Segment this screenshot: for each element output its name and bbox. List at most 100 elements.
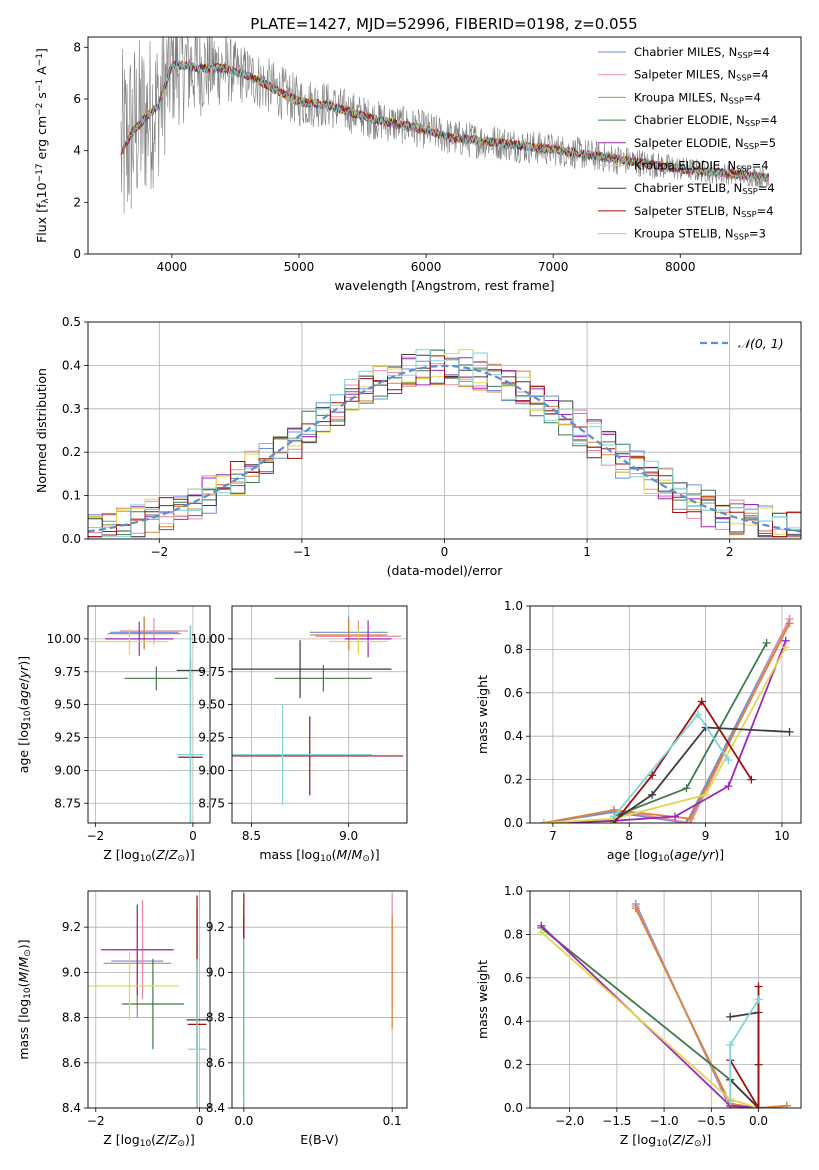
weight-line-6 <box>729 1011 760 1108</box>
y-axis-label: Normed distribution <box>34 368 49 493</box>
x-tick-label: 9.0 <box>339 829 358 843</box>
weight-line-2 <box>543 622 791 823</box>
weight-marker <box>724 782 733 791</box>
y-tick-label: 0.4 <box>62 358 81 372</box>
weight-line-5 <box>543 646 787 823</box>
weight-marker <box>631 904 640 913</box>
y-tick-label: 8.6 <box>62 1056 81 1070</box>
y-tick-label: 1.0 <box>504 599 523 613</box>
x-tick-label: 7000 <box>538 260 569 274</box>
legend-label: Kroupa MILES, NSSP=4 <box>634 90 761 105</box>
x-tick-label: −0.5 <box>697 1114 726 1128</box>
legend-label: Chabrier STELIB, NSSP=4 <box>634 181 775 196</box>
y-tick-label: 9.25 <box>198 731 225 745</box>
x-tick-label: 4000 <box>157 260 188 274</box>
y-tick-label: 0.0 <box>62 532 81 546</box>
plot-area <box>120 37 770 214</box>
x-tick-label: 0 <box>441 545 449 559</box>
y-tick-label: 0.2 <box>504 1058 523 1072</box>
weight-marker <box>754 1104 763 1108</box>
legend-label: Kroupa STELIB, NSSP=3 <box>634 227 766 242</box>
y-tick-label: 0.0 <box>504 816 523 830</box>
y-tick-label: 8.4 <box>206 1101 225 1115</box>
x-tick-label: −2 <box>150 545 168 559</box>
y-tick-label: 9.75 <box>198 665 225 679</box>
y-tick-label: 8.4 <box>62 1101 81 1115</box>
y-tick-label: 0.2 <box>504 773 523 787</box>
y-tick-label: 0.3 <box>62 402 81 416</box>
y-tick-label: 8 <box>73 40 81 54</box>
weight-marker <box>539 819 548 823</box>
y-tick-label: 9.25 <box>54 731 81 745</box>
y-tick-label: 9.50 <box>198 698 225 712</box>
axes-frame <box>231 890 408 1109</box>
y-tick-label: 10.00 <box>191 632 225 646</box>
x-tick-label: 7 <box>549 829 557 843</box>
panel-age_vs_Z: −2 0 8.75 9.00 9.25 9.50 9.75 10.00 Z [log10(Z/Z… <box>16 605 211 864</box>
legend-label: Chabrier ELODIE, NSSP=4 <box>634 113 777 128</box>
y-axis-label: Flux [fλ10−17 erg cm−2 s−1 A−1] <box>34 48 51 243</box>
x-tick-label: −1.5 <box>602 1114 631 1128</box>
panel-massweight_vs_Z: −2.0 −1.5 −1.0 −0.5 0.0 0.0 0.2 0.4 0.6 0.8 1.0 Z [… <box>475 884 802 1149</box>
weight-marker <box>754 995 763 1004</box>
weight-marker <box>701 790 710 799</box>
y-tick-label: 0.5 <box>62 315 81 329</box>
x-tick-label: 8.5 <box>242 829 261 843</box>
y-tick-label: 0.2 <box>62 445 81 459</box>
panel-massweight_vs_age: 7 8 9 10 0.0 0.2 0.4 0.6 0.8 1.0 age [log10(age/yr… <box>475 599 802 864</box>
x-axis-label: Z [log10(Z/Z⊙)] <box>103 1132 195 1149</box>
y-tick-label: 0 <box>73 247 81 261</box>
y-axis-label: mass weight <box>475 675 490 754</box>
normal-curve <box>88 364 801 533</box>
panel-residuals: −2 −1 0 1 2 0.0 0.1 0.2 0.3 0.4 0.5 (data-model)/er… <box>34 315 802 578</box>
weight-line-3 <box>540 927 760 1108</box>
weight-marker <box>726 1041 735 1050</box>
y-tick-label: 9.0 <box>206 965 225 979</box>
y-tick-label: 0.0 <box>504 1101 523 1115</box>
x-tick-label: 8000 <box>665 260 696 274</box>
legend-label: 𝒩(0, 1) <box>738 336 784 351</box>
y-tick-label: 9.50 <box>54 698 81 712</box>
weight-marker <box>747 775 756 784</box>
x-tick-label: −2 <box>86 829 104 843</box>
weight-line-7 <box>613 699 753 823</box>
x-tick-label: 0.1 <box>383 1114 402 1128</box>
x-tick-label: −1 <box>293 545 311 559</box>
x-tick-label: 5000 <box>284 260 315 274</box>
plot-area <box>232 891 407 1108</box>
weight-line-2 <box>634 908 787 1108</box>
x-tick-label: 2 <box>726 545 734 559</box>
x-tick-label: −2.0 <box>555 1114 584 1128</box>
x-axis-label: Z [log10(Z/Z⊙)] <box>620 1132 712 1149</box>
y-tick-label: 9.2 <box>62 920 81 934</box>
y-tick-label: 6 <box>73 92 81 106</box>
panel-spectrum: 4000 5000 6000 7000 8000 0 2 4 6 8 wavelength [Ang… <box>34 36 802 293</box>
figure-title: PLATE=1427, MJD=52996, FIBERID=0198, z=0… <box>250 15 637 33</box>
x-tick-label: 10 <box>774 829 789 843</box>
weight-marker <box>686 814 695 823</box>
weight-marker <box>648 771 657 780</box>
weight-marker <box>724 756 733 765</box>
model-spectrum-8 <box>120 60 769 183</box>
weight-line-4 <box>543 640 787 823</box>
weight-marker <box>648 790 657 799</box>
x-axis-label: wavelength [Angstrom, rest frame] <box>334 278 554 293</box>
weight-marker <box>785 727 794 736</box>
weight-line-5 <box>540 931 759 1108</box>
y-tick-label: 0.6 <box>504 971 523 985</box>
axes-frame <box>87 605 211 824</box>
y-tick-label: 0.1 <box>62 489 81 503</box>
weight-marker <box>726 1097 735 1106</box>
axes-frame <box>231 605 408 824</box>
y-tick-label: 8.6 <box>206 1056 225 1070</box>
axes-frame <box>87 321 802 540</box>
y-tick-label: 9.00 <box>198 763 225 777</box>
axes-frame <box>87 36 802 255</box>
x-tick-label: −2 <box>87 1114 105 1128</box>
y-tick-label: 8.75 <box>54 796 81 810</box>
legend-label: Chabrier MILES, NSSP=4 <box>634 45 770 60</box>
weight-marker <box>682 819 691 823</box>
x-tick-label: 8 <box>625 829 633 843</box>
weight-marker <box>754 1060 763 1069</box>
